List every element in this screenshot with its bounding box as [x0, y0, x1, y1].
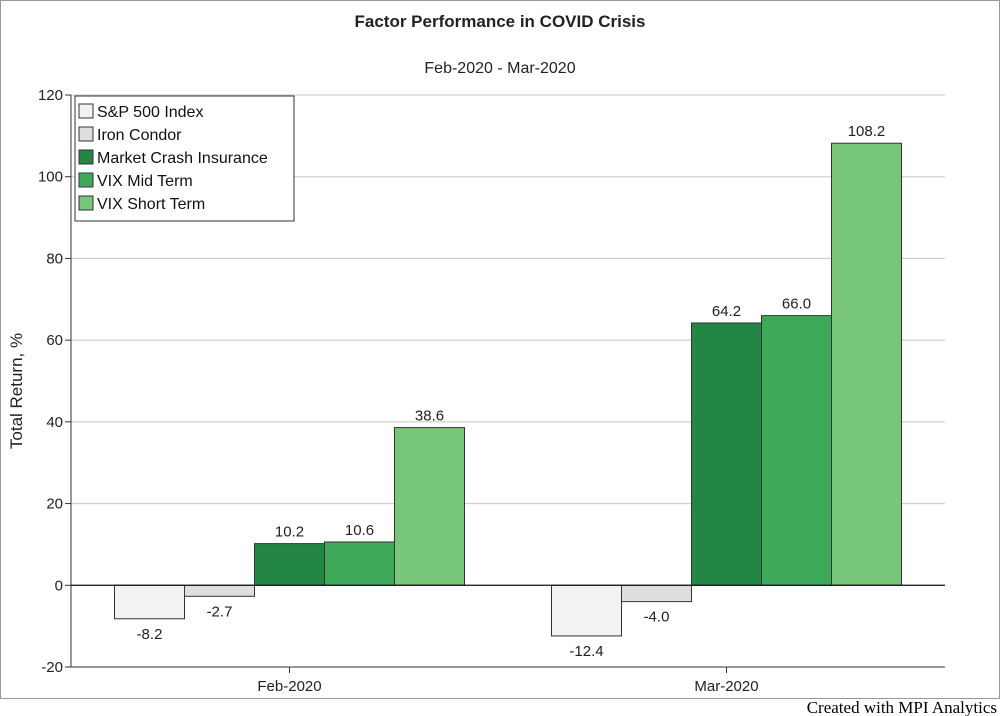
x-tick-label: Feb-2020 — [257, 678, 321, 695]
y-axis-label: Total Return, % — [7, 333, 26, 449]
bar-iron-condor-feb-2020 — [184, 584, 255, 597]
legend: S&P 500 Index Iron Condor Market Crash Ins… — [74, 95, 295, 222]
data-label-vix-mid-term-feb-2020: 10.6 — [345, 522, 374, 539]
y-tick-label: 80 — [46, 250, 63, 267]
bar-sandp-500-index-mar-2020 — [551, 584, 622, 637]
legend-box — [74, 95, 295, 222]
bar-vix-mid-term-mar-2020 — [761, 315, 832, 586]
bar-market-crash-insurance-feb-2020 — [254, 543, 325, 586]
bar-vix-short-term-feb-2020 — [394, 427, 465, 586]
bar-vix-mid-term-feb-2020 — [324, 541, 395, 586]
bar-iron-condor-mar-2020 — [621, 584, 692, 603]
chart-subtitle: Feb-2020 - Mar-2020 — [424, 60, 575, 77]
axes: -20 0 20 40 60 80 100 120 Feb-2020 Mar-2020 — [38, 87, 945, 695]
y-tick-label: 40 — [46, 414, 63, 431]
data-label-vix-short-term-mar-2020: 108.2 — [848, 123, 886, 140]
y-tick-label: 120 — [38, 87, 63, 104]
legend-swatch-vix-mid-term — [78, 172, 94, 188]
y-tick-label: 100 — [38, 169, 63, 186]
data-label-market-crash-insurance-mar-2020: 64.2 — [712, 303, 741, 320]
y-tick-label: -20 — [41, 659, 63, 676]
chart-title: Factor Performance in COVID Crisis — [355, 12, 646, 31]
legend-label-vix-mid-term: VIX Mid Term — [97, 173, 193, 190]
data-labels: -8.2 -2.7 10.2 10.6 38.6 -12.4 -4.0 64.2 66.0 108… — [137, 123, 886, 660]
legend-swatch-iron-condor — [78, 126, 94, 142]
data-label-vix-mid-term-mar-2020: 66.0 — [782, 296, 811, 313]
data-label-market-crash-insurance-feb-2020: 10.2 — [275, 524, 304, 541]
legend-label-vix-short-term: VIX Short Term — [97, 196, 205, 213]
bar-market-crash-insurance-mar-2020 — [691, 322, 762, 586]
data-label-vix-short-term-feb-2020: 38.6 — [415, 408, 444, 425]
y-tick-label: 20 — [46, 496, 63, 513]
data-label-iron-condor-feb-2020: -2.7 — [207, 603, 233, 620]
x-tick-label: Mar-2020 — [694, 678, 758, 695]
y-tick-label: 60 — [46, 332, 63, 349]
bar-vix-short-term-mar-2020 — [831, 142, 902, 586]
data-label-sandp-500-index-mar-2020: -12.4 — [569, 643, 603, 660]
data-label-sandp-500-index-feb-2020: -8.2 — [137, 626, 163, 643]
y-tick-label: 0 — [55, 577, 63, 594]
legend-label-iron-condor: Iron Condor — [97, 127, 182, 144]
legend-label-sandp-500-index: S&P 500 Index — [97, 104, 203, 121]
data-label-iron-condor-mar-2020: -4.0 — [644, 609, 670, 626]
legend-swatch-sandp-500-index — [78, 103, 94, 119]
legend-label-market-crash-insurance: Market Crash Insurance — [97, 150, 268, 167]
bar-sandp-500-index-feb-2020 — [114, 584, 185, 620]
legend-swatch-market-crash-insurance — [78, 149, 94, 165]
legend-swatch-vix-short-term — [78, 195, 94, 211]
credit-text: Created with MPI Analytics — [807, 698, 997, 716]
